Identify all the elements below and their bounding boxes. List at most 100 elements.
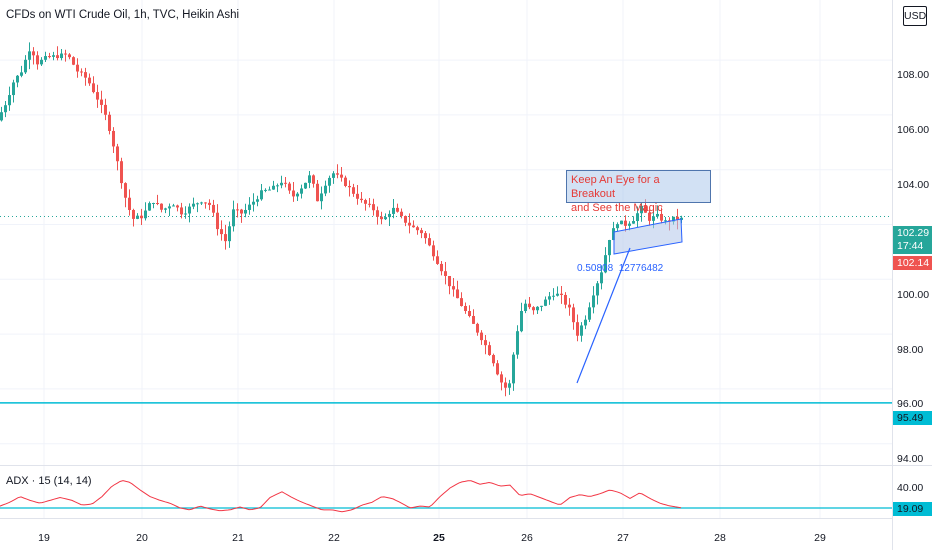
candle-body bbox=[464, 305, 467, 311]
candle-body bbox=[476, 323, 479, 333]
fib-ratio-label: 0.50808 12776482 bbox=[577, 263, 664, 274]
candle-body bbox=[12, 82, 15, 96]
candle-body bbox=[648, 212, 651, 221]
candle-body bbox=[256, 199, 259, 202]
time-tick: 26 bbox=[521, 532, 533, 544]
adx-line bbox=[0, 480, 682, 513]
candle-body bbox=[548, 296, 551, 300]
candle-body bbox=[160, 203, 163, 210]
candles bbox=[0, 42, 683, 397]
candle-body bbox=[208, 202, 211, 205]
candle-body bbox=[572, 307, 575, 323]
support-price-tag: 95.49 bbox=[893, 411, 932, 425]
time-tick: 29 bbox=[814, 532, 826, 544]
candle-body bbox=[628, 223, 631, 226]
adx-tick: 40.00 bbox=[897, 482, 924, 494]
candle-body bbox=[468, 310, 471, 316]
candle-body bbox=[92, 83, 95, 93]
candle-body bbox=[368, 203, 371, 205]
indicator-title[interactable]: ADX · 15 (14, 14) bbox=[6, 475, 92, 487]
callout-line-1: Keep An Eye for a Breakout bbox=[571, 174, 660, 200]
candle-body bbox=[268, 189, 271, 191]
candle-body bbox=[412, 225, 415, 228]
candle-body bbox=[680, 217, 683, 220]
candle-body bbox=[372, 204, 375, 211]
candle-body bbox=[400, 211, 403, 217]
annotation-callout[interactable]: Keep An Eye for a Breakout and See the M… bbox=[566, 170, 711, 214]
candle-body bbox=[504, 382, 507, 388]
candle-body bbox=[80, 71, 83, 73]
chart-title[interactable]: CFDs on WTI Crude Oil, 1h, TVC, Heikin A… bbox=[6, 9, 240, 21]
candle-body bbox=[16, 75, 19, 83]
candle-body bbox=[380, 216, 383, 220]
candle-body bbox=[188, 206, 191, 214]
candle-body bbox=[480, 332, 483, 341]
candle-body bbox=[280, 182, 283, 186]
candle-body bbox=[656, 213, 659, 217]
trendline-drawing[interactable] bbox=[576, 247, 631, 384]
candle-body bbox=[304, 182, 307, 189]
candle-body bbox=[604, 255, 607, 273]
adx-value-tag: 19.09 bbox=[893, 502, 932, 516]
candle-body bbox=[420, 230, 423, 234]
candle-body bbox=[496, 363, 499, 375]
candle-body bbox=[28, 51, 31, 60]
candle-body bbox=[344, 177, 347, 186]
candle-body bbox=[32, 51, 35, 56]
candle-body bbox=[4, 105, 7, 113]
candle-body bbox=[452, 286, 455, 290]
candle-body bbox=[396, 207, 399, 212]
price-tick: 106.00 bbox=[897, 124, 930, 136]
candle-body bbox=[428, 238, 431, 246]
candle-body bbox=[568, 304, 571, 308]
candle-body bbox=[652, 216, 655, 221]
candle-body bbox=[620, 220, 623, 225]
candle-body bbox=[676, 216, 679, 220]
candle-body bbox=[0, 112, 3, 121]
candle-body bbox=[48, 56, 51, 58]
candle-body bbox=[520, 311, 523, 332]
candle-body bbox=[580, 325, 583, 336]
rising-channel-drawing[interactable] bbox=[613, 218, 683, 255]
candle-body bbox=[560, 293, 563, 295]
callout-line-2: and See the Magic bbox=[571, 202, 663, 214]
candle-body bbox=[532, 307, 535, 311]
grid bbox=[0, 0, 892, 518]
time-axis-border bbox=[0, 518, 892, 519]
candle-body bbox=[156, 202, 159, 204]
candle-body bbox=[328, 177, 331, 186]
candle-body bbox=[132, 209, 135, 219]
candle-body bbox=[40, 59, 43, 65]
candle-body bbox=[528, 303, 531, 308]
currency-button[interactable]: USD bbox=[903, 6, 927, 26]
candle-body bbox=[152, 202, 155, 204]
candle-body bbox=[228, 226, 231, 242]
candle-body bbox=[432, 245, 435, 257]
candle-body bbox=[292, 190, 295, 197]
time-tick: 22 bbox=[328, 532, 340, 544]
candle-body bbox=[284, 182, 287, 184]
candle-body bbox=[588, 307, 591, 320]
pane-separator[interactable] bbox=[0, 465, 932, 466]
candle-body bbox=[440, 263, 443, 272]
time-tick: 28 bbox=[714, 532, 726, 544]
candle-body bbox=[236, 209, 239, 211]
candle-body bbox=[276, 185, 279, 187]
candle-body bbox=[72, 57, 75, 65]
candle-body bbox=[492, 355, 495, 364]
candle-body bbox=[508, 383, 511, 388]
candle-body bbox=[272, 185, 275, 190]
last-price-value: 102.29 bbox=[897, 227, 930, 239]
candle-body bbox=[56, 55, 59, 59]
candle-body bbox=[196, 203, 199, 205]
candle-body bbox=[224, 234, 227, 242]
candle-body bbox=[596, 283, 599, 296]
candle-body bbox=[252, 201, 255, 205]
candle-body bbox=[192, 203, 195, 207]
candle-body bbox=[332, 173, 335, 178]
candle-body bbox=[584, 319, 587, 326]
bar-countdown: 17:44 bbox=[897, 240, 924, 252]
last-price-tag: 102.29 17:44 bbox=[893, 226, 932, 254]
price-axis-border bbox=[892, 0, 893, 550]
